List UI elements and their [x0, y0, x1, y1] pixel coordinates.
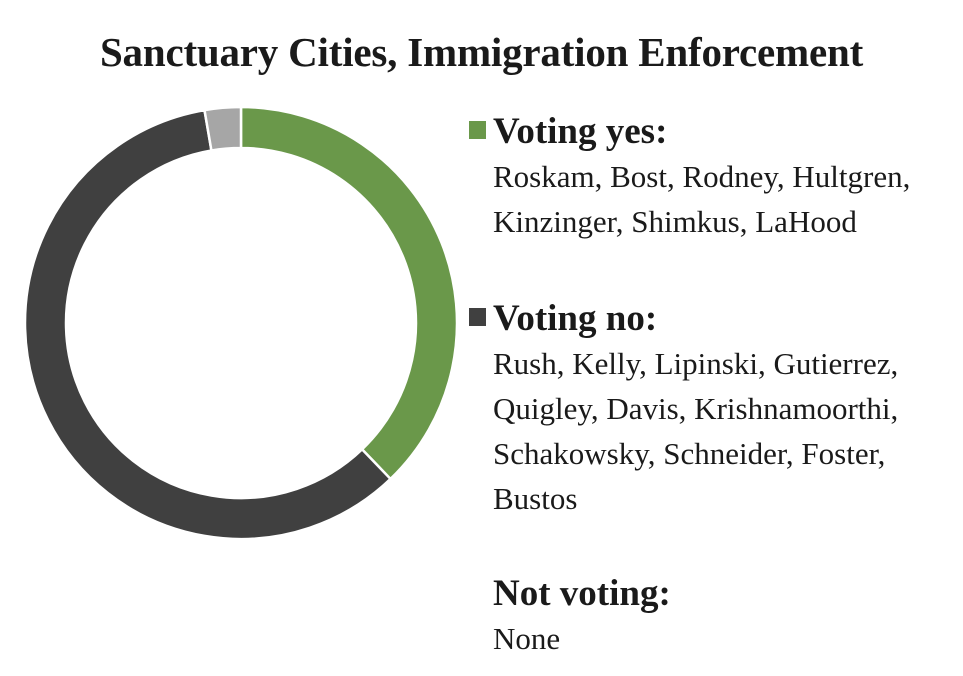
member-line: Roskam, Bost, Rodney, Hultgren,	[493, 159, 911, 194]
legend-members-no: Rush, Kelly, Lipinski, Gutierrez, Quigle…	[466, 341, 898, 521]
donut-slice-yes	[239, 105, 459, 481]
donut-chart	[23, 105, 459, 541]
donut-slice-no	[23, 108, 393, 541]
legend-label-not-voting: Not voting:	[466, 572, 671, 616]
legend-label-yes: Voting yes:	[466, 110, 910, 154]
donut-slices	[23, 105, 459, 541]
member-line: Quigley, Davis, Krishnamoorthi,	[493, 391, 899, 426]
member-line: Rush, Kelly, Lipinski, Gutierrez,	[493, 346, 899, 381]
member-line: Kinzinger, Shimkus, LaHood	[493, 204, 857, 239]
chart-title: Sanctuary Cities, Immigration Enforcemen…	[99, 29, 864, 75]
legend-group-yes: Voting yes: Roskam, Bost, Rodney, Hultgr…	[466, 110, 910, 244]
member-line: Schakowsky, Schneider, Foster,	[493, 436, 886, 471]
legend-title-no: Voting no:	[493, 298, 658, 339]
member-line: None	[493, 621, 561, 656]
donut-slice-not-voting	[203, 105, 243, 152]
member-line: Bustos	[493, 481, 578, 516]
legend-members-not-voting: None	[466, 616, 671, 661]
legend-label-no: Voting no:	[466, 297, 898, 341]
legend-group-not-voting: Not voting: None	[466, 572, 671, 661]
legend-group-no: Voting no: Rush, Kelly, Lipinski, Gutier…	[466, 297, 898, 521]
legend-swatch-no	[469, 308, 486, 326]
legend-members-yes: Roskam, Bost, Rodney, Hultgren, Kinzinge…	[466, 154, 910, 244]
legend-title-yes: Voting yes:	[493, 111, 668, 152]
legend-title-not-voting: Not voting:	[493, 573, 671, 614]
legend-swatch-yes	[469, 121, 486, 139]
